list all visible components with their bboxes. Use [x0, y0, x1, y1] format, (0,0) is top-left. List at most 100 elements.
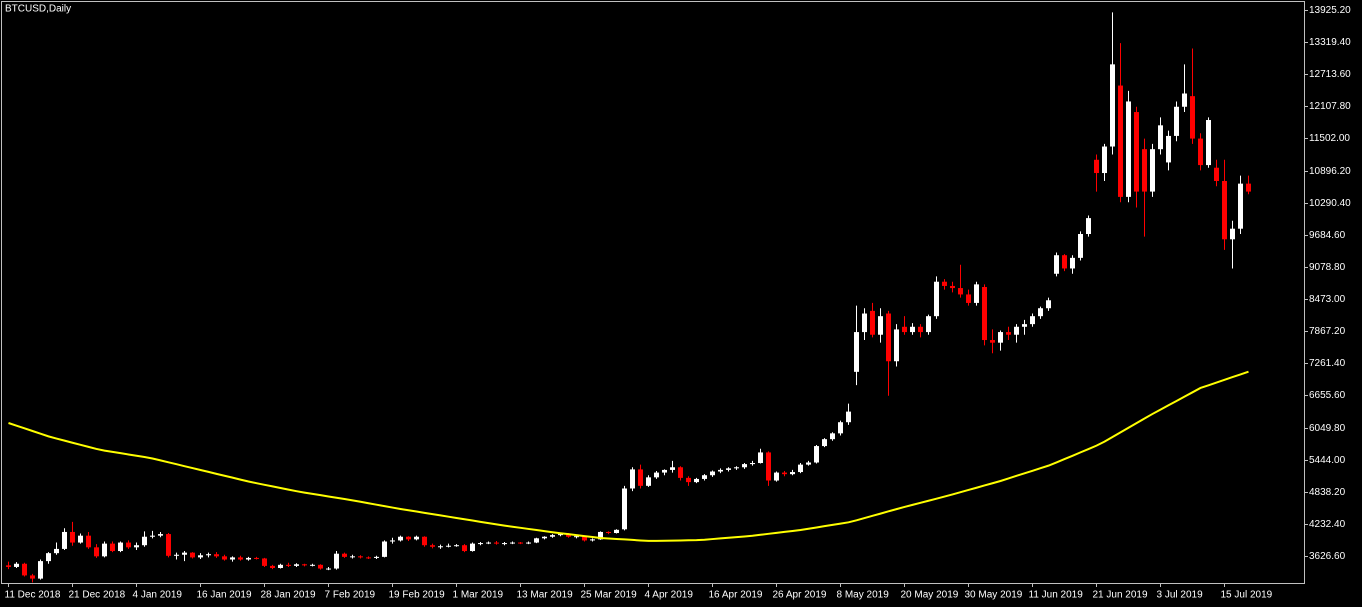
candle-body [662, 469, 667, 473]
candle-body [966, 294, 971, 303]
candle-body [598, 531, 603, 540]
candle-body [1086, 218, 1091, 234]
candle-body [38, 561, 43, 579]
candle-body [350, 556, 355, 558]
candle-body [822, 439, 827, 447]
candle-body [222, 556, 227, 560]
x-tick-label: 11 Jun 2019 [1029, 590, 1084, 601]
x-tick-label: 4 Jan 2019 [133, 590, 183, 601]
candle-body [510, 542, 515, 544]
candle-body [310, 564, 315, 566]
candle-body [70, 531, 75, 543]
candle-body [958, 288, 963, 295]
candle-body [1006, 332, 1011, 335]
candle-body [54, 548, 59, 554]
candle-body [886, 313, 891, 362]
candle-body [1190, 96, 1195, 139]
candle-body [1102, 146, 1107, 174]
candle-body [366, 557, 371, 559]
candle-body [110, 543, 115, 552]
candle-body [574, 536, 579, 538]
candle-body [998, 332, 1003, 343]
candle-body [638, 469, 643, 486]
candle-body [590, 539, 595, 541]
moving-average-line [8, 370, 1249, 542]
x-tick-label: 1 Mar 2019 [453, 590, 504, 601]
candle-body [678, 467, 683, 478]
candle-body [270, 565, 275, 569]
candle-body [318, 564, 323, 569]
candle-body [278, 564, 283, 569]
candle-body [342, 553, 347, 557]
candle-body [702, 475, 707, 479]
x-tick-label: 21 Dec 2018 [69, 590, 126, 601]
candle-body [166, 534, 171, 556]
candle-body [126, 542, 131, 548]
y-tick-label: 11502.00 [1309, 133, 1350, 144]
candle-body [710, 471, 715, 476]
candle-body [582, 536, 587, 541]
candle-body [142, 536, 147, 546]
candle-body [414, 536, 419, 540]
candle-body [982, 287, 987, 341]
x-tick-label: 11 Dec 2018 [5, 590, 61, 601]
candle-body [934, 281, 939, 317]
candle-body [670, 467, 675, 470]
x-tick-label: 25 Mar 2019 [581, 590, 638, 601]
candle-body [686, 477, 691, 483]
candle-body [1070, 257, 1075, 269]
candle-body [1206, 120, 1211, 166]
x-tick-label: 16 Jan 2019 [197, 590, 252, 601]
candle-body [614, 529, 619, 534]
candle-body [542, 536, 547, 539]
candle-body [1238, 183, 1243, 229]
candle-body [118, 542, 123, 552]
candle-body [494, 542, 499, 544]
candle-body [6, 565, 11, 567]
candle-body [1134, 112, 1139, 192]
candle-body [1142, 149, 1147, 192]
candle-body [734, 467, 739, 469]
candle-body [1246, 183, 1251, 192]
candle-body [814, 446, 819, 463]
candle-body [182, 552, 187, 555]
candle-body [1014, 326, 1019, 335]
candle-body [502, 543, 507, 545]
y-tick-label: 6655.60 [1309, 390, 1346, 401]
candle-body [622, 488, 627, 530]
x-tick-label: 16 Apr 2019 [709, 590, 763, 601]
candle-body [766, 452, 771, 481]
candle-body [926, 316, 931, 333]
y-tick-label: 12107.80 [1309, 101, 1351, 112]
y-tick-label: 9684.60 [1309, 230, 1346, 241]
x-tick-label: 20 May 2019 [901, 590, 959, 601]
candle-body [262, 558, 267, 566]
candle-body [830, 433, 835, 440]
y-tick-label: 8473.00 [1309, 294, 1346, 305]
candle-body [870, 310, 875, 335]
candle-body [726, 468, 731, 470]
chart-title: BTCUSD,Daily [5, 4, 71, 15]
candle-body [326, 568, 331, 570]
candle-body [1118, 85, 1123, 197]
y-tick-label: 4838.20 [1309, 487, 1346, 498]
candle-body [94, 547, 99, 557]
candle-body [1182, 93, 1187, 107]
candle-body [646, 477, 651, 486]
candle-body [246, 557, 251, 560]
y-tick-label: 4232.40 [1309, 519, 1346, 530]
candle-body [294, 564, 299, 566]
candle-body [446, 545, 451, 547]
candle-body [878, 316, 883, 335]
candle-body [862, 313, 867, 333]
candle-body [1046, 300, 1051, 309]
candle-body [1022, 324, 1027, 327]
candle-body [1038, 308, 1043, 317]
candle-body [1150, 149, 1155, 192]
x-tick-label: 21 Jun 2019 [1093, 590, 1148, 601]
plot-frame [1, 1, 1305, 584]
y-tick-label: 7261.40 [1309, 358, 1346, 369]
candle-body [606, 531, 611, 534]
candle-body [1166, 135, 1171, 163]
